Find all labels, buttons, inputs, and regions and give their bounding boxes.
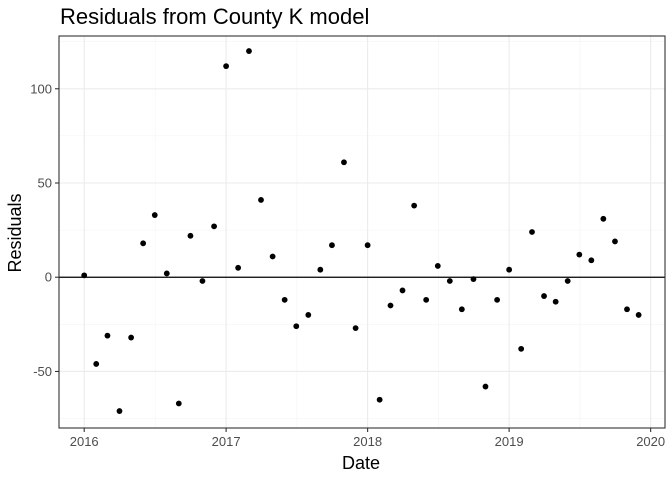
x-tick-label: 2016 [70,434,99,449]
data-point [494,296,501,303]
data-point [269,253,276,260]
data-point [211,223,217,230]
data-point [364,242,371,249]
data-point [341,159,347,166]
data-point [175,400,182,407]
data-point [258,197,264,203]
data-point [541,293,547,299]
data-point [223,63,230,70]
y-tick-label: 100 [30,81,52,96]
data-point [506,266,513,273]
data-point [235,264,242,271]
data-point [624,306,630,313]
data-point [387,302,394,309]
data-point [576,251,583,258]
data-point [564,278,571,284]
data-point [518,345,525,352]
data-point [128,334,135,341]
data-point [600,215,607,222]
data-point [305,312,312,318]
data-point [151,212,158,218]
data-point [116,408,123,414]
x-tick-label: 2020 [636,434,665,449]
data-point [93,361,100,367]
data-point [482,383,489,390]
data-point [529,229,535,235]
x-axis-title: Date [342,453,380,473]
data-point [317,266,324,273]
y-axis-title: Residuals [5,193,25,272]
data-point [434,263,441,269]
y-tick-label: 50 [38,176,52,191]
x-tick-label: 2018 [353,434,382,449]
x-tick-label: 2017 [212,434,241,449]
data-point [246,48,252,54]
data-point [458,306,465,313]
data-point [612,238,618,245]
data-point [446,278,453,284]
grid [59,36,665,428]
data-point [635,312,642,318]
data-point [423,296,430,303]
data-point [293,323,300,330]
data-point [588,257,595,264]
data-point [104,332,111,339]
x-tick-label: 2019 [495,434,524,449]
y-tick-label: -50 [33,364,52,379]
data-point [552,298,559,305]
data-point [187,232,194,239]
data-point [140,240,147,247]
data-point [329,242,335,249]
y-tick-label: 0 [45,270,52,285]
y-axis: -50 0 50 100 [30,81,59,379]
data-point [281,296,288,303]
x-axis: 2016 2017 2018 2019 2020 [70,428,665,449]
plot-panel-border [58,35,666,429]
data-point [399,287,406,294]
data-point [470,276,477,283]
data-point [199,278,206,284]
data-points [81,48,642,414]
data-point [163,270,170,277]
data-point [352,325,359,332]
data-point [81,272,88,279]
data-point [376,396,383,403]
data-point [411,202,418,209]
chart-title: Residuals from County K model [60,4,369,29]
